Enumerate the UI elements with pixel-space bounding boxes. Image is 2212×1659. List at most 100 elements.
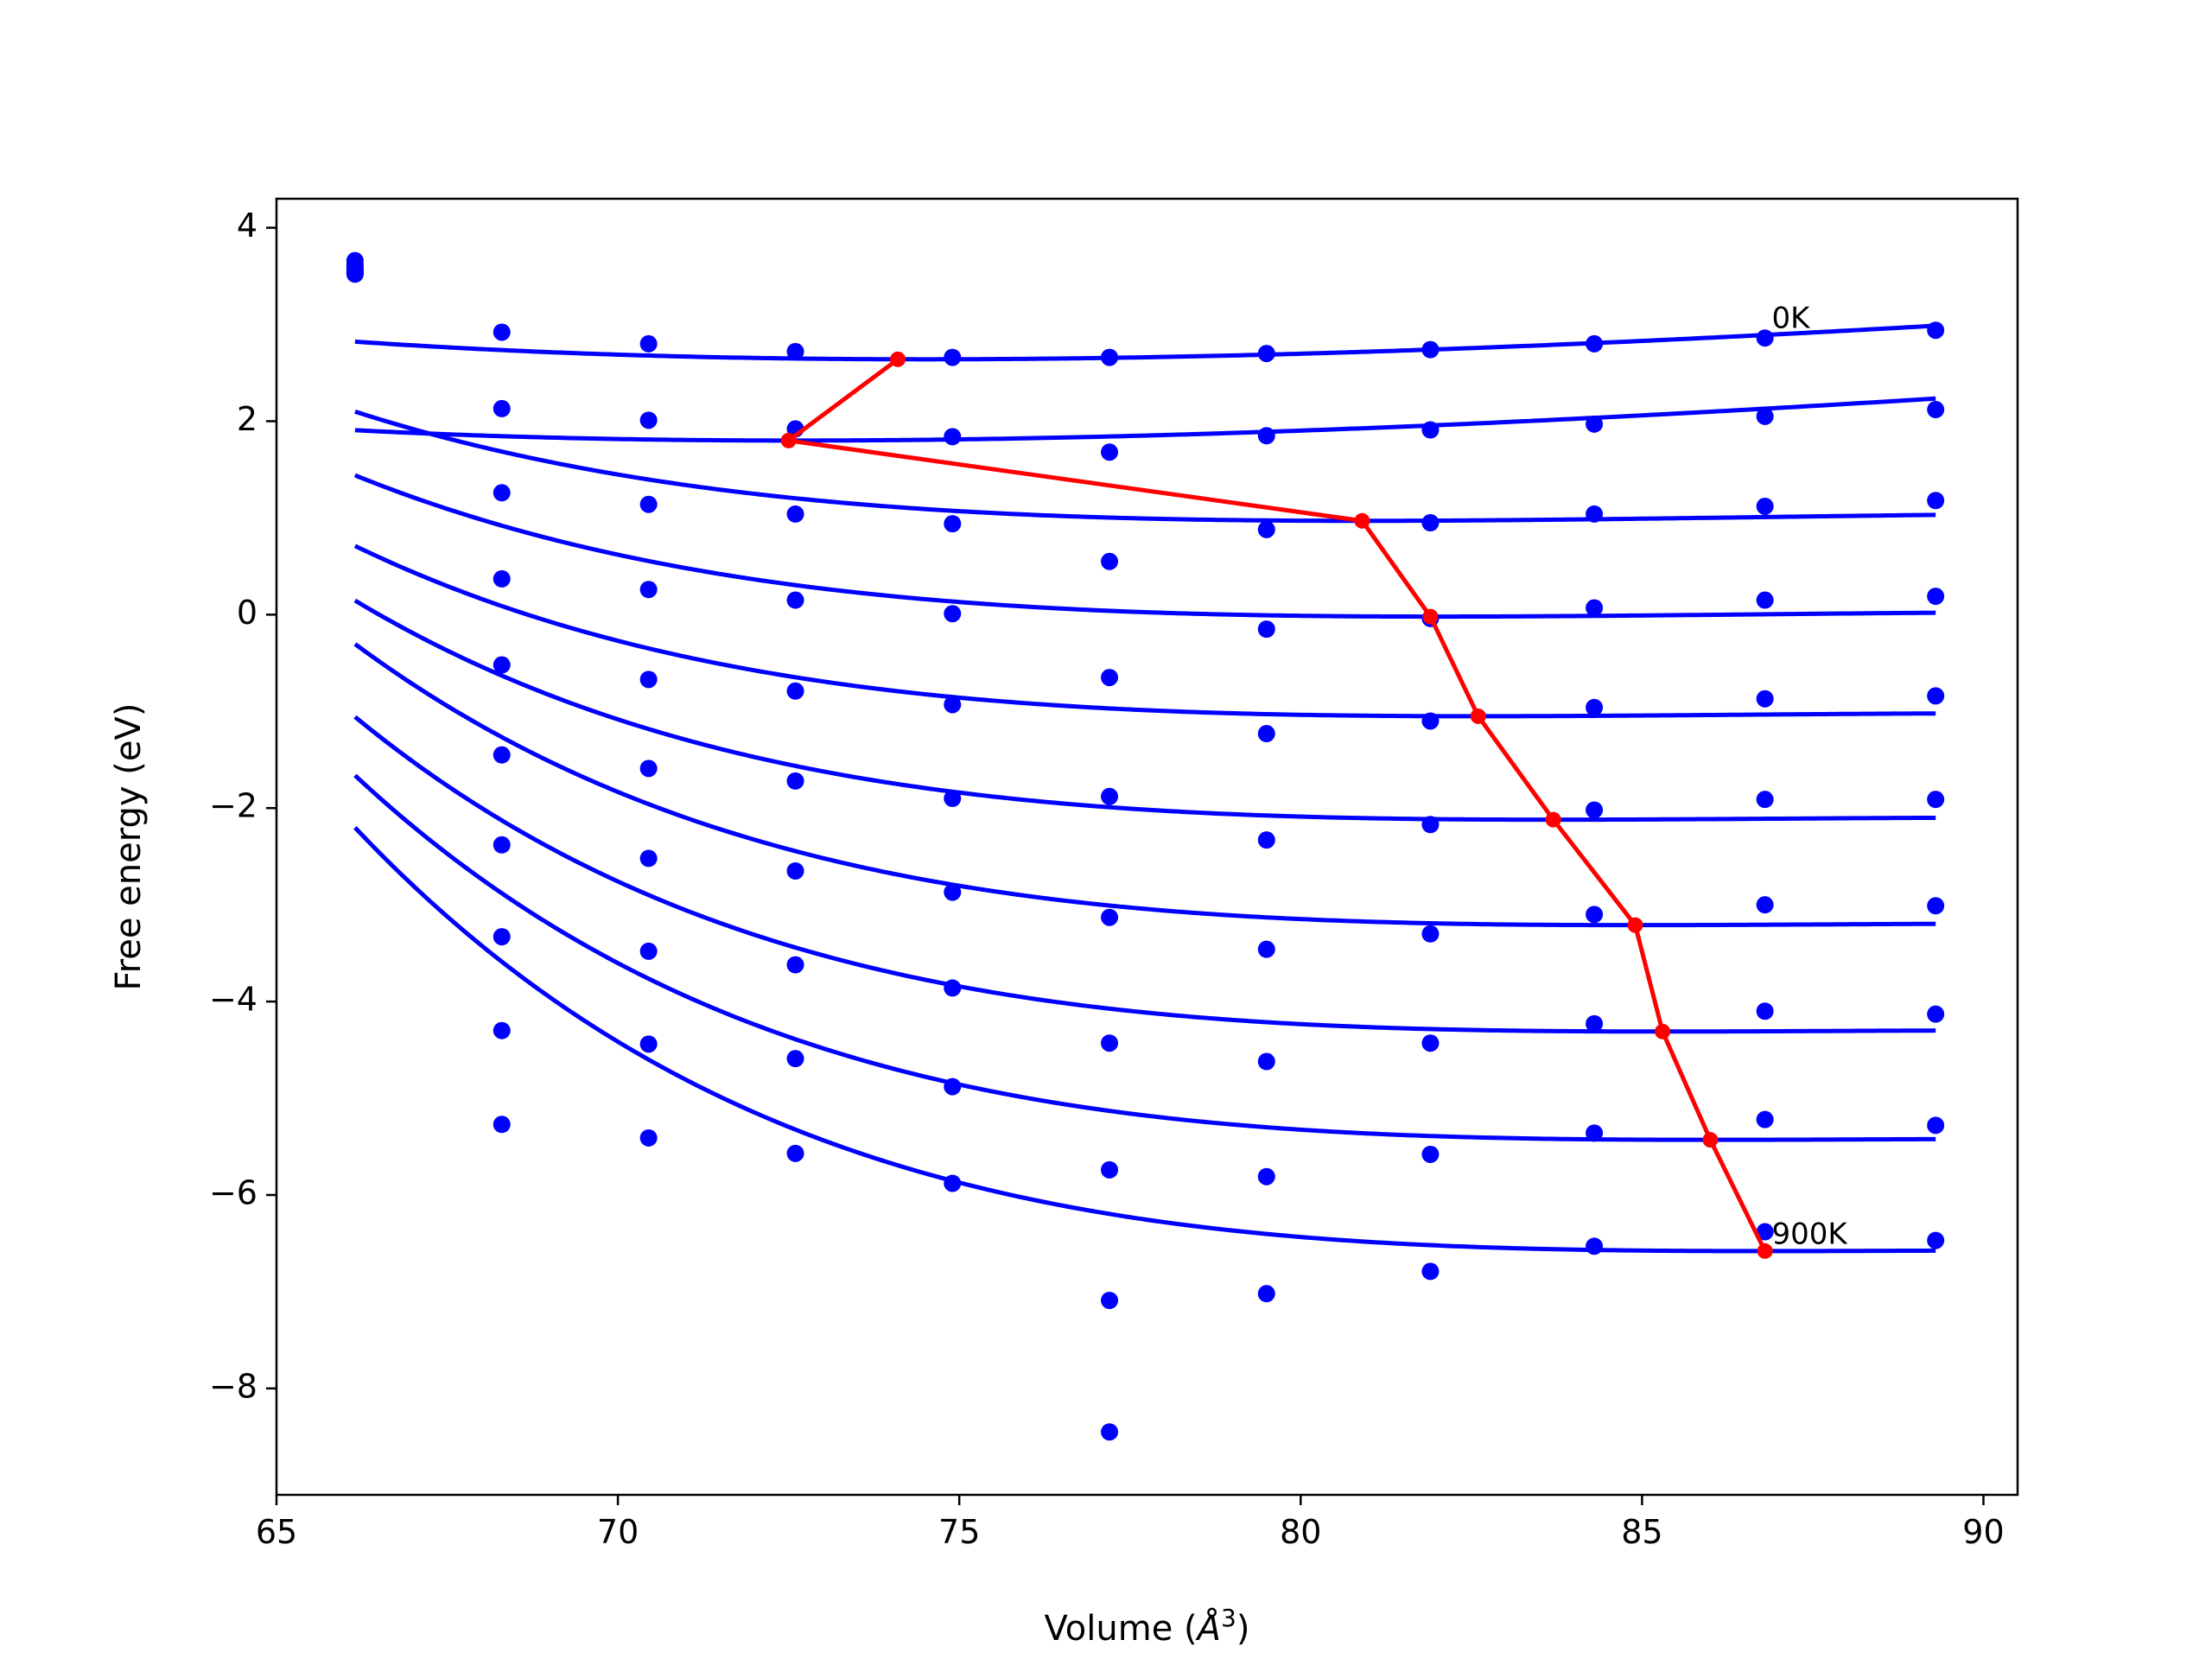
min-path-point-9 bbox=[1757, 1243, 1773, 1259]
data-point-8-4 bbox=[944, 1077, 962, 1096]
data-point-9-0 bbox=[346, 265, 364, 283]
annotations: 0K 900K bbox=[1772, 301, 1849, 1251]
data-point-0-7 bbox=[1421, 340, 1440, 359]
data-point-8-5 bbox=[1101, 1292, 1119, 1309]
data-point-4-10 bbox=[1927, 687, 1945, 705]
data-point-4-7 bbox=[1421, 712, 1440, 730]
data-point-3-1 bbox=[493, 569, 511, 588]
data-point-1-2 bbox=[639, 411, 658, 429]
x-tick-label-2: 75 bbox=[938, 1513, 980, 1551]
data-point-1-1 bbox=[493, 399, 511, 417]
x-axis-label-exponent: 3 bbox=[1221, 1604, 1236, 1632]
data-point-8-3 bbox=[786, 1050, 804, 1068]
data-point-4-3 bbox=[786, 682, 804, 700]
fit-curve-4 bbox=[353, 543, 1936, 719]
data-point-0-10 bbox=[1927, 321, 1945, 340]
min-path-point-0 bbox=[890, 351, 906, 367]
data-point-6-5 bbox=[1101, 1034, 1119, 1052]
x-tick-label-5: 90 bbox=[1962, 1513, 2004, 1551]
data-point-9-10 bbox=[1927, 1231, 1945, 1249]
x-tick-label-1: 70 bbox=[597, 1513, 639, 1551]
data-point-2-10 bbox=[1927, 492, 1945, 510]
data-point-7-7 bbox=[1421, 1034, 1440, 1052]
data-point-5-2 bbox=[639, 760, 658, 778]
data-points bbox=[346, 251, 1945, 1441]
data-point-1-6 bbox=[1257, 427, 1275, 445]
data-point-3-5 bbox=[1101, 669, 1119, 687]
data-point-3-4 bbox=[944, 605, 962, 623]
data-point-3-2 bbox=[639, 581, 658, 599]
y-axis-ticks: −8 −6 −4 −2 0 2 4 bbox=[209, 207, 276, 1405]
data-point-9-7 bbox=[1421, 1262, 1440, 1281]
data-point-2-2 bbox=[639, 495, 658, 513]
data-point-3-9 bbox=[1756, 591, 1774, 609]
x-tick-label-4: 85 bbox=[1621, 1513, 1662, 1551]
data-point-2-8 bbox=[1586, 505, 1604, 523]
plot-frame bbox=[275, 197, 2019, 1497]
data-point-2-5 bbox=[1101, 552, 1119, 570]
y-tick-label-0: −8 bbox=[209, 1367, 257, 1405]
data-point-1-8 bbox=[1586, 415, 1604, 433]
data-point-2-7 bbox=[1421, 514, 1440, 531]
min-path-point-6 bbox=[1627, 917, 1643, 933]
data-point-6-1 bbox=[493, 836, 511, 854]
fit-curve-7 bbox=[353, 715, 1936, 1034]
min-path-point-7 bbox=[1655, 1023, 1671, 1039]
data-point-2-9 bbox=[1756, 497, 1774, 515]
x-tick-label-3: 80 bbox=[1280, 1513, 1321, 1551]
data-point-1-5 bbox=[1101, 443, 1119, 461]
data-point-7-3 bbox=[786, 956, 804, 974]
data-point-0-3 bbox=[786, 342, 804, 360]
data-point-4-1 bbox=[493, 656, 511, 674]
min-path-point-8 bbox=[1702, 1132, 1719, 1148]
data-point-1-9 bbox=[1756, 407, 1774, 425]
data-point-7-4 bbox=[944, 979, 962, 997]
data-point-6-8 bbox=[1586, 906, 1604, 924]
data-point-8-1 bbox=[493, 1021, 511, 1039]
data-point-8-7 bbox=[1421, 1145, 1440, 1163]
data-point-4-2 bbox=[639, 671, 658, 689]
data-point-9-1 bbox=[493, 1116, 511, 1134]
data-point-0-1 bbox=[493, 323, 511, 341]
data-point-9-3 bbox=[786, 1144, 804, 1162]
x-axis-label-suffix: ) bbox=[1236, 1609, 1250, 1649]
data-point-1-4 bbox=[944, 428, 962, 446]
y-tick-label-3: −2 bbox=[209, 787, 257, 825]
data-point-6-3 bbox=[786, 861, 804, 880]
data-point-6-6 bbox=[1257, 940, 1275, 958]
y-tick-label-2: −4 bbox=[209, 981, 257, 1019]
data-point-9-4 bbox=[944, 1174, 962, 1192]
min-path-point-4 bbox=[1470, 708, 1486, 724]
y-axis-label: Free energy (eV) bbox=[109, 703, 149, 991]
data-point-7-8 bbox=[1586, 1014, 1604, 1033]
data-point-7-2 bbox=[639, 942, 658, 960]
data-point-5-7 bbox=[1421, 816, 1440, 834]
data-point-8-6 bbox=[1257, 1167, 1275, 1185]
fit-curve-6 bbox=[353, 642, 1936, 928]
data-point-8-9 bbox=[1756, 1110, 1774, 1128]
data-point-5-8 bbox=[1586, 801, 1604, 819]
data-point-9-8 bbox=[1586, 1237, 1604, 1255]
data-point-9-5 bbox=[1101, 1423, 1119, 1441]
data-point-5-10 bbox=[1927, 791, 1945, 809]
fit-curve-1 bbox=[354, 396, 1936, 443]
fit-curve-0 bbox=[354, 323, 1936, 362]
y-tick-label-1: −6 bbox=[209, 1173, 257, 1211]
data-point-5-1 bbox=[493, 746, 511, 764]
min-path-point-2 bbox=[1354, 512, 1370, 529]
data-point-0-2 bbox=[639, 334, 658, 353]
data-point-0-8 bbox=[1586, 334, 1604, 353]
data-point-1-7 bbox=[1421, 421, 1440, 439]
data-point-2-3 bbox=[786, 505, 804, 523]
fit-curve-2 bbox=[354, 409, 1936, 524]
x-axis-label: Volume (Å3) bbox=[1045, 1604, 1250, 1649]
data-point-6-2 bbox=[639, 849, 658, 868]
data-point-9-9 bbox=[1756, 1223, 1774, 1241]
fit-curve-9 bbox=[353, 826, 1936, 1254]
data-point-6-4 bbox=[944, 883, 962, 901]
data-point-6-7 bbox=[1421, 925, 1440, 943]
data-point-7-5 bbox=[1101, 1160, 1119, 1179]
data-point-4-9 bbox=[1756, 690, 1774, 708]
data-point-0-6 bbox=[1257, 345, 1275, 363]
